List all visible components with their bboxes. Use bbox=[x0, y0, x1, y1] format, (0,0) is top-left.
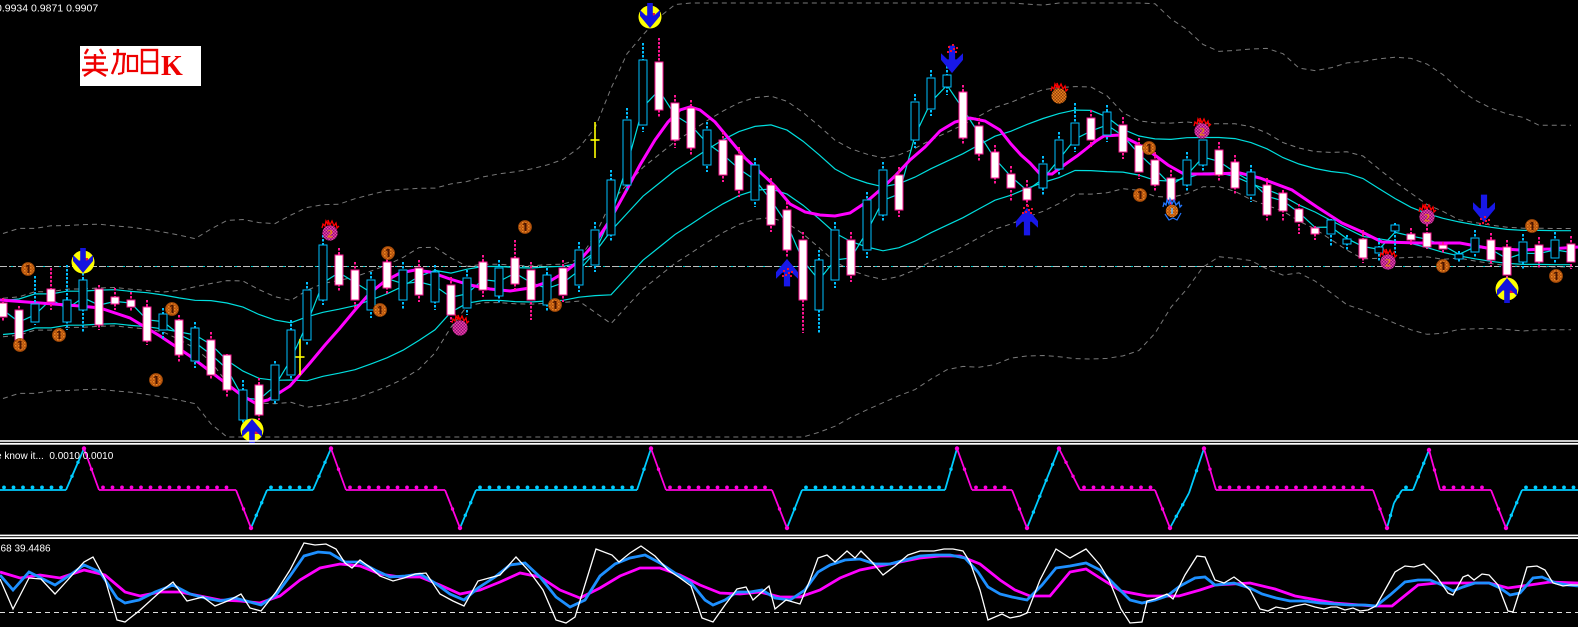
svg-text:2: 2 bbox=[1199, 125, 1205, 139]
svg-text:268 39.4486: 268 39.4486 bbox=[0, 544, 51, 555]
svg-text:e know it... 0.0010 0.0010: e know it... 0.0010 0.0010 bbox=[0, 451, 114, 462]
svg-text:2: 2 bbox=[1385, 256, 1391, 270]
svg-text:0.9934 0.9871 0.9907: 0.9934 0.9871 0.9907 bbox=[0, 3, 98, 15]
svg-text:2: 2 bbox=[327, 227, 333, 241]
svg-text:K: K bbox=[161, 51, 183, 82]
svg-text:2: 2 bbox=[1424, 211, 1430, 225]
